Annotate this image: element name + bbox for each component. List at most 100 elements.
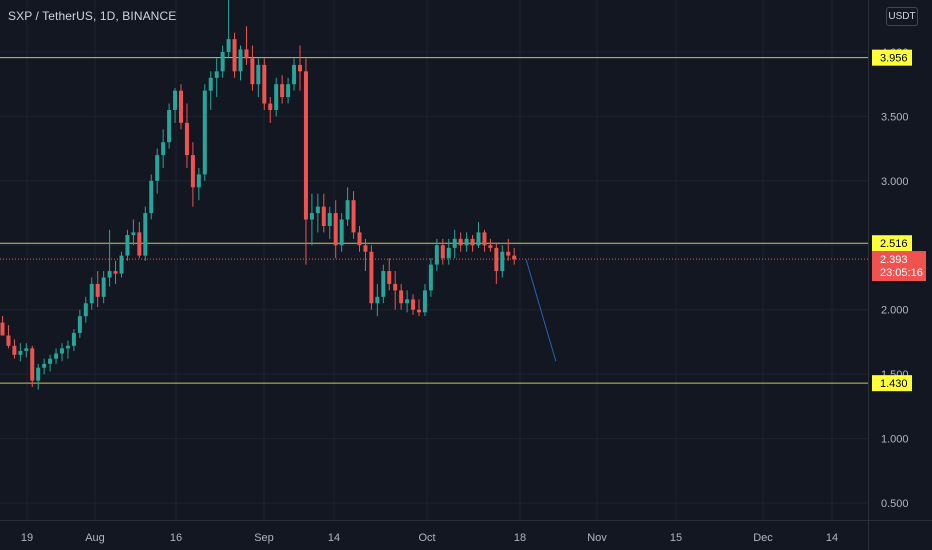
level-label: 1.430 — [880, 378, 908, 390]
candle — [327, 206, 332, 239]
candle-body — [256, 64, 261, 85]
candle-body — [274, 84, 279, 110]
candle-body — [65, 345, 70, 349]
candle — [36, 363, 41, 390]
candle — [298, 45, 302, 91]
candle-body — [512, 255, 517, 260]
countdown-label: 23:05:16 — [880, 267, 923, 279]
candle — [54, 348, 59, 364]
x-tick-label: Aug — [85, 532, 105, 544]
candle — [512, 247, 517, 265]
last-price-label: 2.393 — [880, 254, 908, 266]
candle — [83, 296, 88, 323]
candle — [232, 32, 237, 78]
y-tick-label: 3.500 — [881, 111, 909, 123]
candle — [48, 354, 53, 372]
candle-body — [399, 290, 404, 304]
candle-body — [422, 290, 427, 313]
candle-body — [262, 64, 267, 104]
candle-body — [101, 277, 106, 297]
y-tick-label: 0.500 — [881, 498, 909, 510]
candle-body — [500, 251, 505, 272]
candle-body — [24, 348, 29, 351]
candle — [0, 316, 5, 336]
candle — [375, 283, 380, 317]
candle-body — [149, 180, 154, 214]
candle — [101, 271, 106, 304]
candle — [494, 242, 499, 284]
candle-body — [113, 271, 118, 274]
candle — [428, 258, 433, 297]
candle-body — [42, 363, 47, 368]
candle-body — [220, 52, 225, 72]
candle — [268, 97, 273, 123]
candle-body — [77, 316, 82, 333]
candle — [107, 229, 112, 287]
candle — [381, 264, 386, 304]
x-tick-label: Nov — [587, 532, 607, 544]
candle-body — [405, 299, 410, 304]
candle — [167, 103, 172, 149]
candle-body — [464, 238, 469, 246]
candle-body — [30, 348, 35, 381]
candle-body — [179, 90, 183, 123]
candle-body — [48, 358, 53, 364]
candle — [250, 45, 255, 91]
candle-body — [309, 213, 314, 220]
candle — [137, 222, 142, 259]
x-tick-label: 14 — [826, 532, 838, 544]
candle-body — [292, 64, 297, 85]
candle-body — [196, 174, 201, 188]
candle — [202, 84, 207, 181]
candle-body — [143, 213, 148, 256]
candle-body — [446, 247, 451, 259]
candle — [446, 238, 451, 265]
candle-body — [345, 200, 350, 220]
candle — [286, 77, 291, 104]
candle — [256, 58, 261, 98]
candle-body — [470, 238, 475, 246]
candle — [238, 45, 243, 81]
candle — [393, 271, 398, 310]
candle-body — [36, 367, 41, 381]
candle — [500, 245, 505, 278]
candle-body — [321, 206, 326, 226]
candle — [280, 75, 285, 104]
candle — [470, 234, 475, 252]
level-label: 2.516 — [880, 238, 908, 250]
candle-body — [488, 245, 493, 248]
candle-body — [303, 71, 308, 220]
candle — [399, 283, 404, 310]
candle-body — [476, 232, 481, 246]
candle — [30, 345, 35, 388]
chart-title: SXP / TetherUS, 1D, BINANCE — [8, 9, 177, 23]
currency-button[interactable]: USDT — [886, 7, 918, 26]
candle — [488, 238, 493, 252]
candle-body — [202, 90, 207, 175]
candle-body — [60, 348, 64, 354]
candle-body — [131, 232, 136, 235]
candle — [220, 45, 225, 78]
candle-body — [167, 109, 172, 143]
candle — [506, 238, 511, 261]
candle-body — [357, 232, 362, 246]
candle — [18, 343, 23, 362]
candle-body — [363, 245, 368, 252]
candle-body — [381, 271, 386, 297]
candle-body — [6, 335, 11, 346]
candle-body — [339, 219, 344, 246]
x-tick-label: 16 — [170, 532, 182, 544]
candle-body — [95, 283, 100, 297]
candle-body — [506, 251, 511, 256]
candle — [184, 103, 189, 168]
candle — [6, 325, 11, 349]
candle — [179, 84, 183, 130]
candle-body — [333, 213, 338, 246]
candle — [405, 290, 410, 313]
x-tick-label: Dec — [753, 532, 773, 544]
candle-body — [184, 122, 189, 156]
candle-body — [89, 283, 94, 304]
candle — [190, 142, 195, 207]
